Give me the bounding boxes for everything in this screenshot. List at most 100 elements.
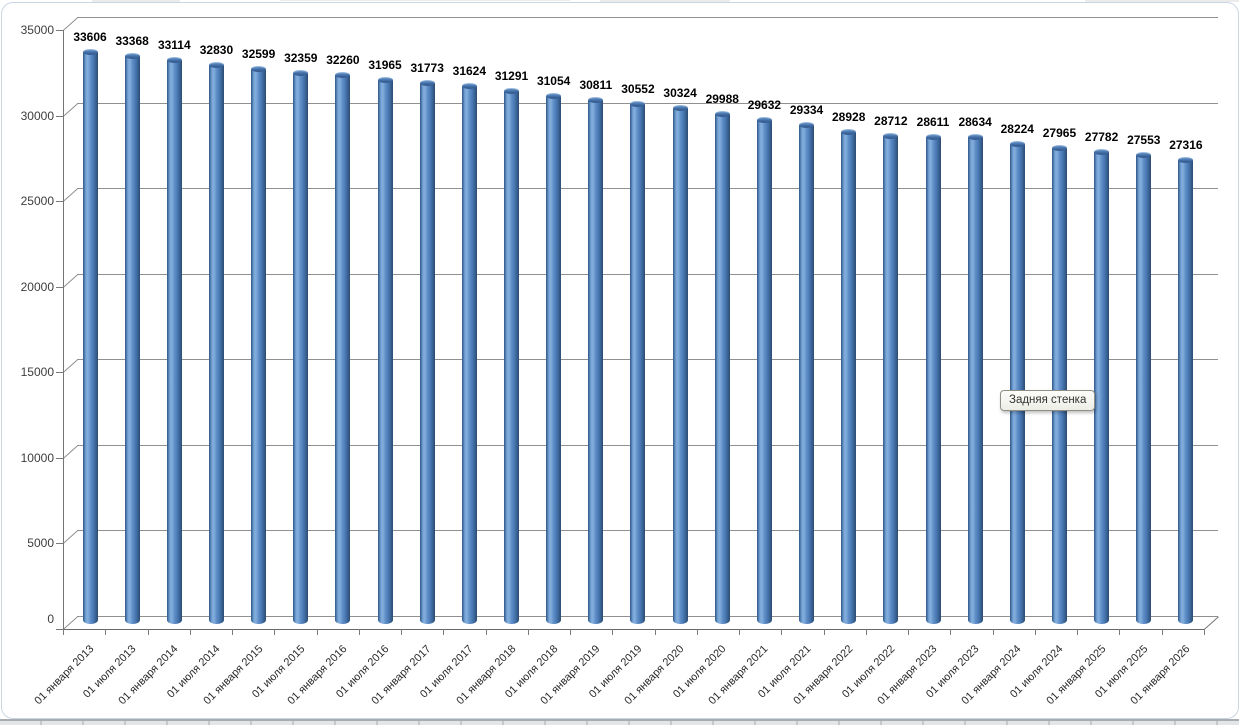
y-tick-label: 25000 [20,194,54,209]
x-axis-tick [992,629,994,635]
bar-cylinder-body [1178,159,1194,624]
bar-cylinder-body [1051,148,1067,624]
bar-cylinder-body [82,51,98,624]
bar-cylinder[interactable] [672,105,688,624]
bar-value-label: 28611 [916,115,950,130]
y-axis-tick [56,629,63,630]
bar-cylinder[interactable] [841,128,857,624]
bar-value-label: 31291 [494,69,529,84]
bar-cylinder[interactable] [335,71,351,624]
bar-cylinder-top [208,62,224,69]
bar-value-label: 27782 [1084,129,1119,144]
x-axis-tick [696,629,698,635]
x-axis-tick [1077,629,1079,635]
side-wall-gridline [63,17,78,31]
bar-value-label: 29334 [789,102,824,117]
bar-cylinder-top [335,71,351,78]
y-gridline [77,102,1218,104]
bar-cylinder[interactable] [546,92,562,624]
bar-cylinder[interactable] [1009,140,1025,624]
bar-value-label: 29632 [747,97,782,112]
x-axis-tick [358,629,360,635]
x-axis-tick [781,629,783,635]
y-axis-tick [56,457,63,459]
bar-cylinder[interactable] [1178,156,1194,624]
bar-cylinder[interactable] [461,82,477,624]
bar-cylinder[interactable] [756,116,772,624]
x-axis-tick [189,629,191,635]
bar-value-label: 31773 [410,61,444,76]
bar-cylinder[interactable] [925,134,941,624]
side-wall-gridline [63,359,78,374]
x-axis-tick [1204,629,1205,635]
bar-value-label: 28712 [874,113,908,128]
bar-cylinder-body [293,73,309,624]
y-axis-tick [56,543,63,545]
bar-cylinder[interactable] [166,57,182,624]
bar-cylinder-top [967,133,983,140]
bar-cylinder-body [967,136,983,624]
y-tick-label: 15000 [20,365,54,380]
bar-cylinder-body [672,108,688,624]
x-axis-tick [105,629,107,635]
worksheet-edge [0,721,1239,725]
bar-cylinder-top [714,110,730,117]
chart-back-wall[interactable] [77,17,1218,617]
bar-cylinder-top [1051,145,1067,152]
bar-cylinder[interactable] [630,101,646,624]
bar-value-label: 33114 [157,38,191,53]
bar-cylinder[interactable] [967,133,983,624]
cropped-cell-remnant [280,0,570,1]
bar-cylinder-body [377,79,393,624]
y-axis-tick [56,115,63,117]
bar-cylinder[interactable] [208,62,224,624]
y-gridline [77,273,1218,275]
y-gridline [77,616,1218,617]
bar-cylinder-top [799,121,815,128]
bar-cylinder[interactable] [82,48,98,624]
bar-cylinder-top [251,66,267,73]
x-axis-tick [527,629,529,635]
x-axis-tick [443,629,445,635]
bar-cylinder[interactable] [883,132,899,624]
bar-cylinder-top [588,96,604,103]
bar-value-label: 28224 [1000,121,1034,136]
side-wall-gridline [63,274,78,288]
bar-value-label: 27553 [1127,133,1161,148]
y-tick-label: 20000 [20,279,54,294]
x-axis-tick [63,629,64,635]
bar-cylinder[interactable] [419,80,435,624]
bar-cylinder[interactable] [1051,145,1067,624]
y-tick-label: 35000 [20,23,54,37]
bar-cylinder-top [1178,156,1194,163]
bar-cylinder-body [546,95,562,624]
bar-cylinder[interactable] [1094,148,1110,624]
bar-cylinder-body [1136,155,1152,624]
bar-cylinder-body [251,69,267,624]
bar-cylinder[interactable] [588,96,604,624]
bar-cylinder-body [208,65,224,624]
bar-cylinder-body [841,131,857,624]
floor-right-edge [1204,616,1219,630]
bar-cylinder[interactable] [714,110,730,624]
bar-cylinder[interactable] [124,52,140,624]
bar-cylinder-body [124,55,140,624]
side-wall-gridline [63,103,78,117]
bar-cylinder-body [1094,151,1110,624]
bar-cylinder[interactable] [1136,152,1152,624]
y-tick-label: 10000 [20,450,54,465]
y-tick-label: 5000 [27,536,54,551]
y-axis-tick [56,372,63,374]
bar-cylinder[interactable] [251,66,267,624]
x-axis-tick [823,629,825,635]
bar-value-label: 30811 [579,77,613,92]
bar-cylinder[interactable] [504,88,519,624]
bar-cylinder[interactable] [799,121,815,624]
y-gridline [77,188,1218,190]
bar-cylinder[interactable] [377,76,393,624]
bar-value-label: 30324 [663,86,697,101]
bar-cylinder-top [883,132,899,139]
bar-cylinder-body [630,104,646,624]
bar-cylinder[interactable] [293,70,309,624]
bar-value-label: 28634 [958,114,992,129]
